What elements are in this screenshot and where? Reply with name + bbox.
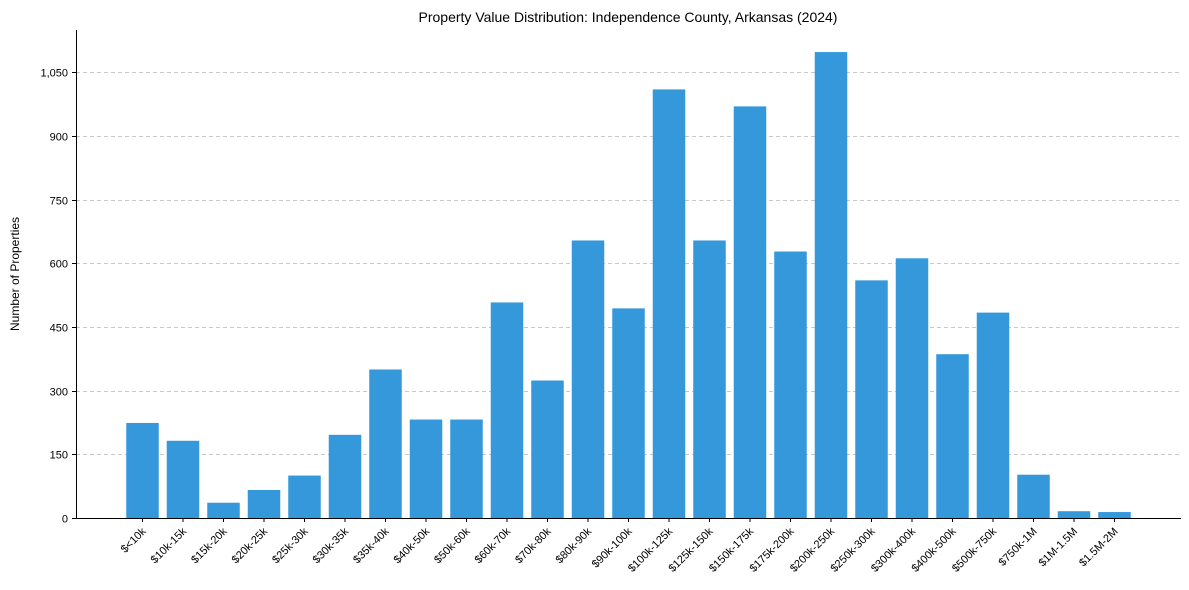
y-tick-label: 0	[62, 514, 68, 526]
x-tick-label: $500k-750k	[950, 525, 999, 574]
bar	[855, 280, 888, 518]
y-axis-label: Number of Properties	[8, 217, 22, 331]
bar	[1098, 512, 1131, 518]
y-tick-label: 900	[50, 132, 68, 144]
bar	[450, 419, 483, 518]
bar	[733, 106, 767, 519]
y-tick-label: 150	[50, 450, 68, 462]
x-tick-label: $60k-70k	[473, 525, 514, 566]
x-tick-label: $25k-30k	[270, 525, 311, 566]
x-tick-label: $10k-15k	[149, 525, 190, 566]
y-tick-label: 600	[50, 259, 68, 271]
bar	[976, 312, 1010, 518]
bar	[612, 308, 645, 518]
bar	[895, 258, 929, 518]
y-tick-label: 300	[50, 387, 68, 399]
bar	[774, 251, 807, 518]
x-tick-label: $15k-20k	[189, 525, 230, 566]
bar	[693, 240, 726, 519]
x-tick-label: $20k-25k	[230, 525, 271, 566]
x-tick-label: $<10k	[119, 525, 149, 555]
bar	[409, 419, 443, 518]
x-tick-label: $70k-80k	[513, 525, 554, 566]
bar	[652, 89, 686, 519]
bar	[369, 369, 402, 518]
x-tick-label: $80k-90k	[554, 525, 595, 566]
bar	[126, 422, 159, 518]
x-axis-ticks: $<10k $10k-15k $15k-20k $20k-25k $25k-30k $30…	[119, 518, 1121, 575]
bar	[936, 354, 969, 518]
chart-title: Property Value Distribution: Independenc…	[419, 9, 838, 25]
y-tick-label: 750	[50, 196, 68, 208]
bar	[531, 380, 564, 518]
bar	[490, 302, 524, 518]
bars	[126, 52, 1131, 519]
bar	[166, 440, 200, 518]
y-tick-label: 450	[50, 323, 68, 335]
x-tick-label: $1.5M-2M	[1077, 526, 1121, 570]
y-axis-ticks: 0 150 300 450 600 750 900 1,050	[40, 68, 76, 526]
x-tick-label: $40k-50k	[392, 525, 433, 566]
x-tick-label: $50k-60k	[432, 525, 473, 566]
y-tick-label: 1,050	[40, 68, 68, 80]
bar	[328, 434, 362, 518]
bar	[814, 52, 848, 518]
bar	[288, 475, 321, 518]
bar	[247, 489, 281, 518]
bar	[1057, 511, 1091, 518]
bar	[571, 240, 605, 519]
bar	[207, 502, 240, 518]
x-tick-label: $30k-35k	[311, 525, 352, 566]
x-tick-label: $35k-40k	[351, 525, 392, 566]
x-tick-label: $750k-1M	[997, 526, 1040, 569]
bar	[1017, 474, 1050, 518]
x-tick-label: $1M-1.5M	[1037, 526, 1081, 570]
